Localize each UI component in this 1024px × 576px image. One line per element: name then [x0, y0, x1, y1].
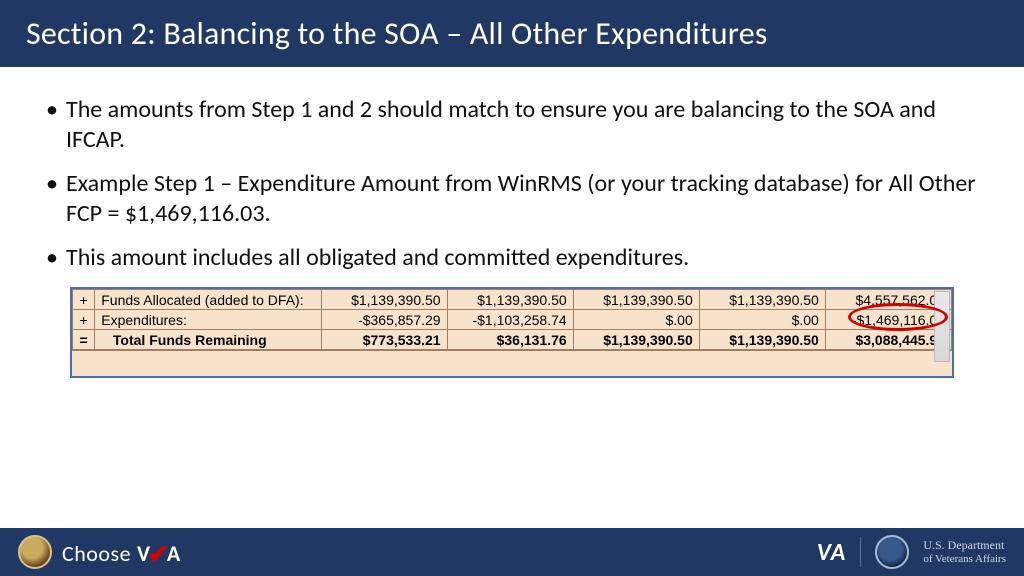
table-row: + Expenditures: -$365,857.29 -$1,103,258… [73, 310, 952, 330]
bullet-item: This amount includes all obligated and c… [40, 243, 984, 273]
footer-divider [860, 537, 861, 567]
table-row: = Total Funds Remaining $773,533.21 $36,… [73, 330, 952, 350]
dept-name: U.S. Department of Veterans Affairs [923, 539, 1006, 565]
dept-line1: U.S. Department [923, 539, 1006, 553]
cell: -$1,469,116.03 [825, 310, 951, 330]
cell: $1,139,390.50 [573, 330, 699, 350]
cell: $.00 [699, 310, 825, 330]
row-operator: = [73, 330, 95, 350]
dept-line2: of Veterans Affairs [923, 553, 1006, 566]
va-seal-icon [18, 535, 52, 569]
slide-footer: Choose V✔A VA U.S. Department of Veteran… [0, 528, 1024, 576]
choose-va-logo: Choose V✔A [62, 536, 181, 568]
cell: -$365,857.29 [321, 310, 447, 330]
slide-header: Section 2: Balancing to the SOA – All Ot… [0, 0, 1024, 67]
funds-table: + Funds Allocated (added to DFA): $1,139… [72, 289, 952, 350]
cell: $.00 [573, 310, 699, 330]
cell: $1,139,390.50 [699, 290, 825, 310]
footer-left: Choose V✔A [18, 535, 181, 569]
table-row: + Funds Allocated (added to DFA): $1,139… [73, 290, 952, 310]
funds-table-container: + Funds Allocated (added to DFA): $1,139… [70, 287, 954, 378]
bullet-item: Example Step 1 – Expenditure Amount from… [40, 169, 984, 229]
va-wordmark: VA [817, 538, 847, 567]
dept-seal-icon [875, 535, 909, 569]
row-label: Expenditures: [95, 310, 321, 330]
row-label: Funds Allocated (added to DFA): [95, 290, 321, 310]
row-label: Total Funds Remaining [95, 330, 321, 350]
choose-text: Choose [62, 540, 131, 567]
cell: $1,139,390.50 [321, 290, 447, 310]
row-operator: + [73, 290, 95, 310]
cell: $3,088,445.97 [825, 330, 951, 350]
table-bottom-strip [72, 350, 952, 362]
cell: $36,131.76 [447, 330, 573, 350]
cell: -$1,103,258.74 [447, 310, 573, 330]
bullet-item: The amounts from Step 1 and 2 should mat… [40, 95, 984, 155]
slide: Section 2: Balancing to the SOA – All Ot… [0, 0, 1024, 576]
check-icon: ✔ [148, 538, 170, 570]
row-operator: + [73, 310, 95, 330]
cell: $4,557,562.00 [825, 290, 951, 310]
scrollbar[interactable] [934, 291, 950, 362]
cell: $1,139,390.50 [447, 290, 573, 310]
footer-right: VA U.S. Department of Veterans Affairs [817, 535, 1006, 569]
cell: $773,533.21 [321, 330, 447, 350]
cell: $1,139,390.50 [573, 290, 699, 310]
slide-body: The amounts from Step 1 and 2 should mat… [0, 67, 1024, 528]
slide-title: Section 2: Balancing to the SOA – All Ot… [26, 14, 998, 53]
bullet-list: The amounts from Step 1 and 2 should mat… [40, 95, 984, 273]
cell: $1,139,390.50 [699, 330, 825, 350]
